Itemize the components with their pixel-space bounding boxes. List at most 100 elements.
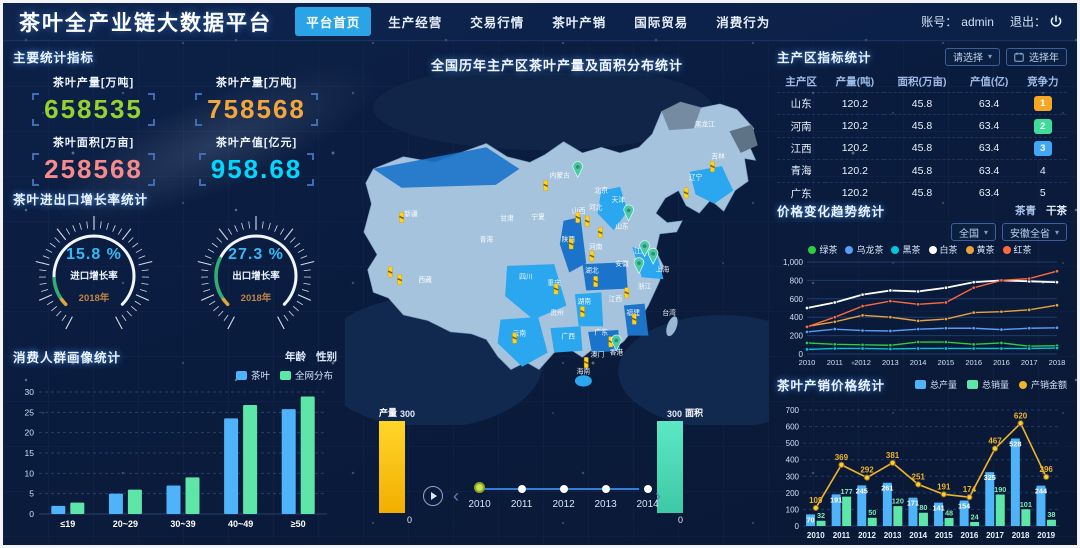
timeline-dot[interactable] <box>643 485 652 493</box>
timeline-dot[interactable] <box>517 485 526 493</box>
legend-item-全网分布[interactable]: 全网分布 <box>279 368 333 382</box>
price-region-select[interactable]: 全国 ▾ <box>950 223 996 241</box>
bar-总销量-2013 <box>893 506 903 526</box>
timeline-year-2010[interactable]: 2010 <box>460 479 500 510</box>
corner-bracket <box>310 93 318 100</box>
production-bar-marker <box>710 161 715 172</box>
svg-text:2011: 2011 <box>833 531 851 540</box>
province-label-青海: 青海 <box>480 234 494 243</box>
corner-bracket <box>147 153 155 160</box>
year-select[interactable]: 选择年 <box>1006 47 1067 66</box>
timeline-play-button[interactable] <box>423 486 443 506</box>
nav-item-茶叶产销[interactable]: 茶叶产销 <box>552 16 607 30</box>
region-select-value: 请选择 <box>952 53 983 64</box>
timeline-year-2014[interactable]: 2014 <box>628 479 668 510</box>
timeline-prev-icon[interactable]: ‹ <box>453 486 459 506</box>
timeline-dot[interactable] <box>559 485 568 493</box>
bar-总销量-2011 <box>842 496 852 526</box>
nav-item-消费行为[interactable]: 消费行为 <box>716 16 771 30</box>
svg-text:≤19: ≤19 <box>60 519 75 529</box>
svg-text:120: 120 <box>892 497 904 506</box>
nav-item-交易行情[interactable]: 交易行情 <box>470 16 525 30</box>
gauge-1: 27.3 % 出口增长率 2018年 <box>180 212 332 340</box>
province-label-湖南: 湖南 <box>578 297 592 306</box>
header: 茶叶全产业链大数据平台 平台首页 生产经营 交易行情 茶叶产销 国际贸易 消费行为 账号：… <box>3 3 1077 41</box>
production-bar-marker <box>397 274 403 285</box>
legend-item-产销金额[interactable]: 产销金额 <box>1018 378 1067 391</box>
cell: 45.8 <box>884 136 960 160</box>
bar-legend-max: 300 <box>400 409 416 419</box>
bar-总销量-2016 <box>970 522 980 526</box>
legend-swatch <box>279 370 291 380</box>
legend-label: 乌龙茶 <box>856 245 884 255</box>
province-label-贵州: 贵州 <box>550 308 564 317</box>
region-table-body: 山东 120.2 45.8 63.4 1 河南 120.2 45.8 63.4 2 江西 120.2 4… <box>777 91 1067 204</box>
nav-item-国际贸易[interactable]: 国际贸易 <box>634 16 689 30</box>
svg-text:2013: 2013 <box>884 531 902 540</box>
legend-item-红茶[interactable]: 红茶 <box>1002 243 1032 256</box>
svg-text:30~39: 30~39 <box>170 519 195 529</box>
price-tab-干茶[interactable]: 干茶 <box>1046 205 1067 217</box>
production-bar-marker <box>584 215 590 227</box>
price-province-select[interactable]: 安徽全省 ▾ <box>1001 223 1067 241</box>
svg-text:141: 141 <box>932 504 944 513</box>
region-select[interactable]: 请选择 ▾ <box>944 47 1000 66</box>
corner-bracket <box>32 179 40 186</box>
right-column: 主产区指标统计 请选择 ▾ 选择年 <box>777 47 1067 540</box>
corner-bracket <box>147 119 155 126</box>
timeline-dot[interactable] <box>601 485 610 493</box>
legend-item-绿茶[interactable]: 绿茶 <box>808 243 837 256</box>
corner-bracket <box>195 93 203 100</box>
bar-总销量-2010 <box>816 520 826 526</box>
corner-bracket <box>147 93 155 100</box>
legend-item-白茶[interactable]: 白茶 <box>928 243 958 256</box>
legend-label: 茶叶 <box>250 371 270 382</box>
legend-item-茶叶[interactable]: 茶叶 <box>235 368 270 382</box>
timeline-year-2011[interactable]: 2011 <box>502 479 542 510</box>
production-bar-marker <box>512 332 517 344</box>
production-bar-marker <box>399 212 404 223</box>
svg-text:2016: 2016 <box>993 358 1010 367</box>
timeline-year-2013[interactable]: 2013 <box>586 479 626 510</box>
svg-text:177: 177 <box>841 487 853 496</box>
legend-item-黑茶[interactable]: 黑茶 <box>891 243 921 256</box>
logout-button[interactable]: 退出： <box>1010 13 1063 30</box>
consumer-tab-年龄[interactable]: 年龄 <box>285 351 306 363</box>
legend-item-总产量[interactable]: 总产量 <box>914 378 957 391</box>
consumer-tab-性别[interactable]: 性别 <box>316 351 337 363</box>
svg-text:5: 5 <box>29 489 34 499</box>
price-type-tabs: 茶青 干茶 <box>1015 203 1067 218</box>
timeline-dot[interactable] <box>474 482 486 493</box>
province-label-西藏: 西藏 <box>418 275 432 284</box>
province-label-新疆: 新疆 <box>404 209 418 218</box>
calendar-icon <box>1014 52 1024 62</box>
nav-item-生产经营[interactable]: 生产经营 <box>388 16 443 30</box>
corner-bracket <box>32 119 40 126</box>
price-tab-茶青[interactable]: 茶青 <box>1015 205 1036 217</box>
svg-text:700: 700 <box>786 406 800 415</box>
svg-text:620: 620 <box>1014 411 1028 420</box>
svg-text:50: 50 <box>868 508 876 517</box>
play-icon <box>431 492 437 500</box>
timeline-year-label: 2012 <box>552 499 575 510</box>
nav-item-平台首页[interactable]: 平台首页 <box>295 7 372 36</box>
corner-bracket <box>307 179 315 186</box>
legend-item-黄茶[interactable]: 黄茶 <box>965 243 995 256</box>
svg-text:154: 154 <box>958 501 971 510</box>
legend-item-乌龙茶[interactable]: 乌龙茶 <box>845 243 883 256</box>
bar-全网分布-≥50 <box>300 396 315 514</box>
sales-panel: 茶叶产销价格统计 总产量 总销量 产销金额 0 100 200 300 400 500 600 7… <box>777 375 1067 545</box>
province-label-广东: 广东 <box>595 328 609 337</box>
timeline-year-2012[interactable]: 2012 <box>544 479 584 510</box>
svg-text:80: 80 <box>919 503 927 512</box>
cell: 120.2 <box>825 114 885 138</box>
rank-cell: 2 <box>1018 114 1067 138</box>
legend-label: 黑茶 <box>902 245 921 255</box>
production-bar-marker <box>631 313 637 325</box>
svg-text:600: 600 <box>786 423 800 432</box>
stat-card-2: 茶叶面积[万亩] 258568 <box>19 134 168 186</box>
corner-bracket <box>198 179 206 186</box>
legend-item-总销量[interactable]: 总销量 <box>966 378 1009 391</box>
bar-总销量-2017 <box>995 494 1005 526</box>
